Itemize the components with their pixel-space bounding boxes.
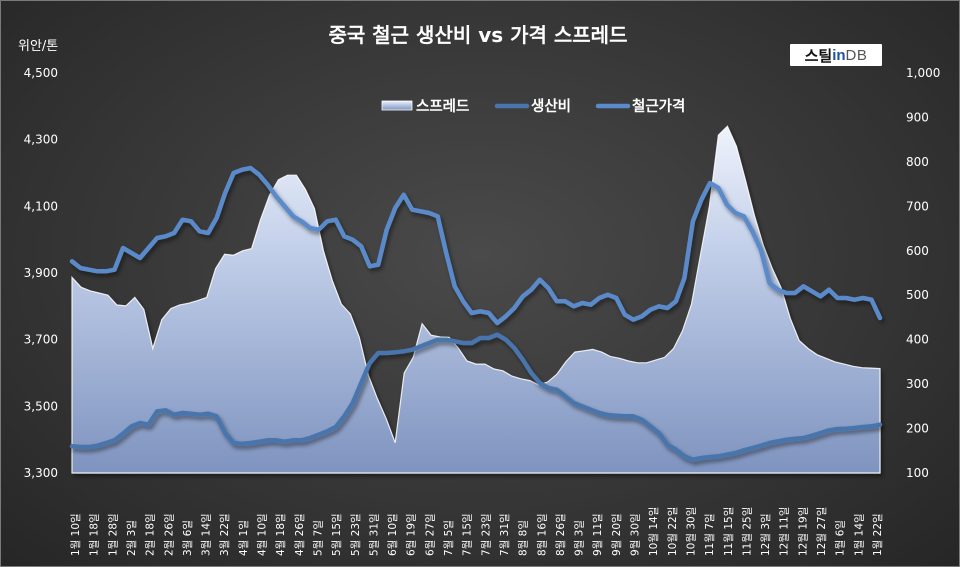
x-tick-label: 12월 11일 [778,507,791,556]
x-tick-label: 12월 3일 [759,513,772,556]
x-tick-label: 2월 3일 [125,520,138,556]
x-tick-label: 3월 22일 [218,513,231,556]
x-tick-label: 3월 14일 [200,513,213,556]
x-tick-label: 1월 6일 [834,520,847,556]
x-tick-label: 11월 7일 [703,513,716,556]
x-tick-label: 12월 19일 [796,507,809,556]
x-tick-label: 5월 7일 [312,520,325,556]
y-left-tick-label: 3,300 [24,466,58,480]
x-tick-label: 1월 14일 [852,513,865,556]
y-right-tick-label: 900 [906,110,929,124]
x-tick-label: 1월 28일 [106,513,119,556]
x-tick-label: 5월 31일 [367,513,380,556]
y-right-tick-label: 600 [906,244,929,258]
x-tick-label: 4월 26일 [293,513,306,556]
x-tick-label: 10월 14일 [647,507,660,556]
x-tick-label: 1월 10일 [69,513,82,556]
x-tick-label: 11월 15일 [722,507,735,556]
legend-label: 스프레드 [416,98,469,115]
x-tick-label: 9월 20일 [610,513,623,556]
y-left-tick-label: 3,900 [24,266,58,280]
x-tick-label: 2월 18일 [144,513,157,556]
x-tick-label: 8월 26일 [554,513,567,556]
x-tick-label: 3월 6일 [181,520,194,556]
y-right-tick-label: 300 [906,377,929,391]
legend-swatch-spread [381,100,413,111]
x-tick-label: 6월 19일 [405,513,418,556]
x-tick-label: 7월 31일 [498,513,511,556]
series-cost-line [69,332,883,462]
x-tick-label: 2월 26일 [162,513,175,556]
x-tick-label: 1월 22일 [871,513,884,556]
x-tick-label: 7월 15일 [461,513,474,556]
y-left-tick-label: 4,300 [24,133,58,147]
y-right-tick-label: 800 [906,155,929,169]
x-tick-label: 9월 30일 [629,513,642,556]
x-tick-label: 5월 23일 [349,513,362,556]
y-right-tick-label: 1,000 [906,66,940,80]
legend-label: 생산비 [531,98,571,115]
y-right-tick-label: 500 [906,288,929,302]
steelindb-logo: 스틸 in DB [790,44,882,66]
x-tick-label: 4월 1일 [237,520,250,556]
y-right-tick-label: 400 [906,333,929,347]
x-tick-label: 10월 30일 [685,507,698,556]
x-tick-label: 7월 23일 [479,513,492,556]
x-tick-label: 12월 27일 [815,507,828,556]
y-right-tick-label: 200 [906,422,929,436]
series-price-line [69,165,883,326]
x-tick-label: 9월 11일 [591,513,604,556]
x-tick-label: 9월 3일 [573,520,586,556]
x-tick-label: 8월 16일 [535,513,548,556]
chart-title: 중국 철근 생산비 vs 가격 스프레드 [329,23,628,47]
x-tick-label: 11월 25일 [740,507,753,556]
legend-label: 철근가격 [632,97,685,115]
y-left-tick-label: 4,100 [24,199,58,213]
x-tick-label: 4월 10일 [256,513,269,556]
x-tick-label: 5월 15일 [330,513,343,556]
x-tick-label: 6월 10일 [386,513,399,556]
y-left-tick-label: 3,500 [24,399,58,413]
x-tick-label: 1월 18일 [88,513,101,556]
x-tick-label: 7월 5일 [442,520,455,556]
y-left-tick-label: 3,700 [24,333,58,347]
x-tick-label: 4월 18일 [274,513,287,556]
x-tick-label: 8월 8일 [517,520,530,556]
y-right-tick-label: 700 [906,199,929,213]
y-right-tick-label: 100 [906,466,929,480]
x-tick-label: 6월 27일 [423,513,436,556]
series-spread-area [71,125,881,474]
y-axis-left-label: 위안/톤 [18,39,58,54]
x-tick-label: 10월 22일 [666,507,679,556]
y-left-tick-label: 4,500 [24,66,58,80]
